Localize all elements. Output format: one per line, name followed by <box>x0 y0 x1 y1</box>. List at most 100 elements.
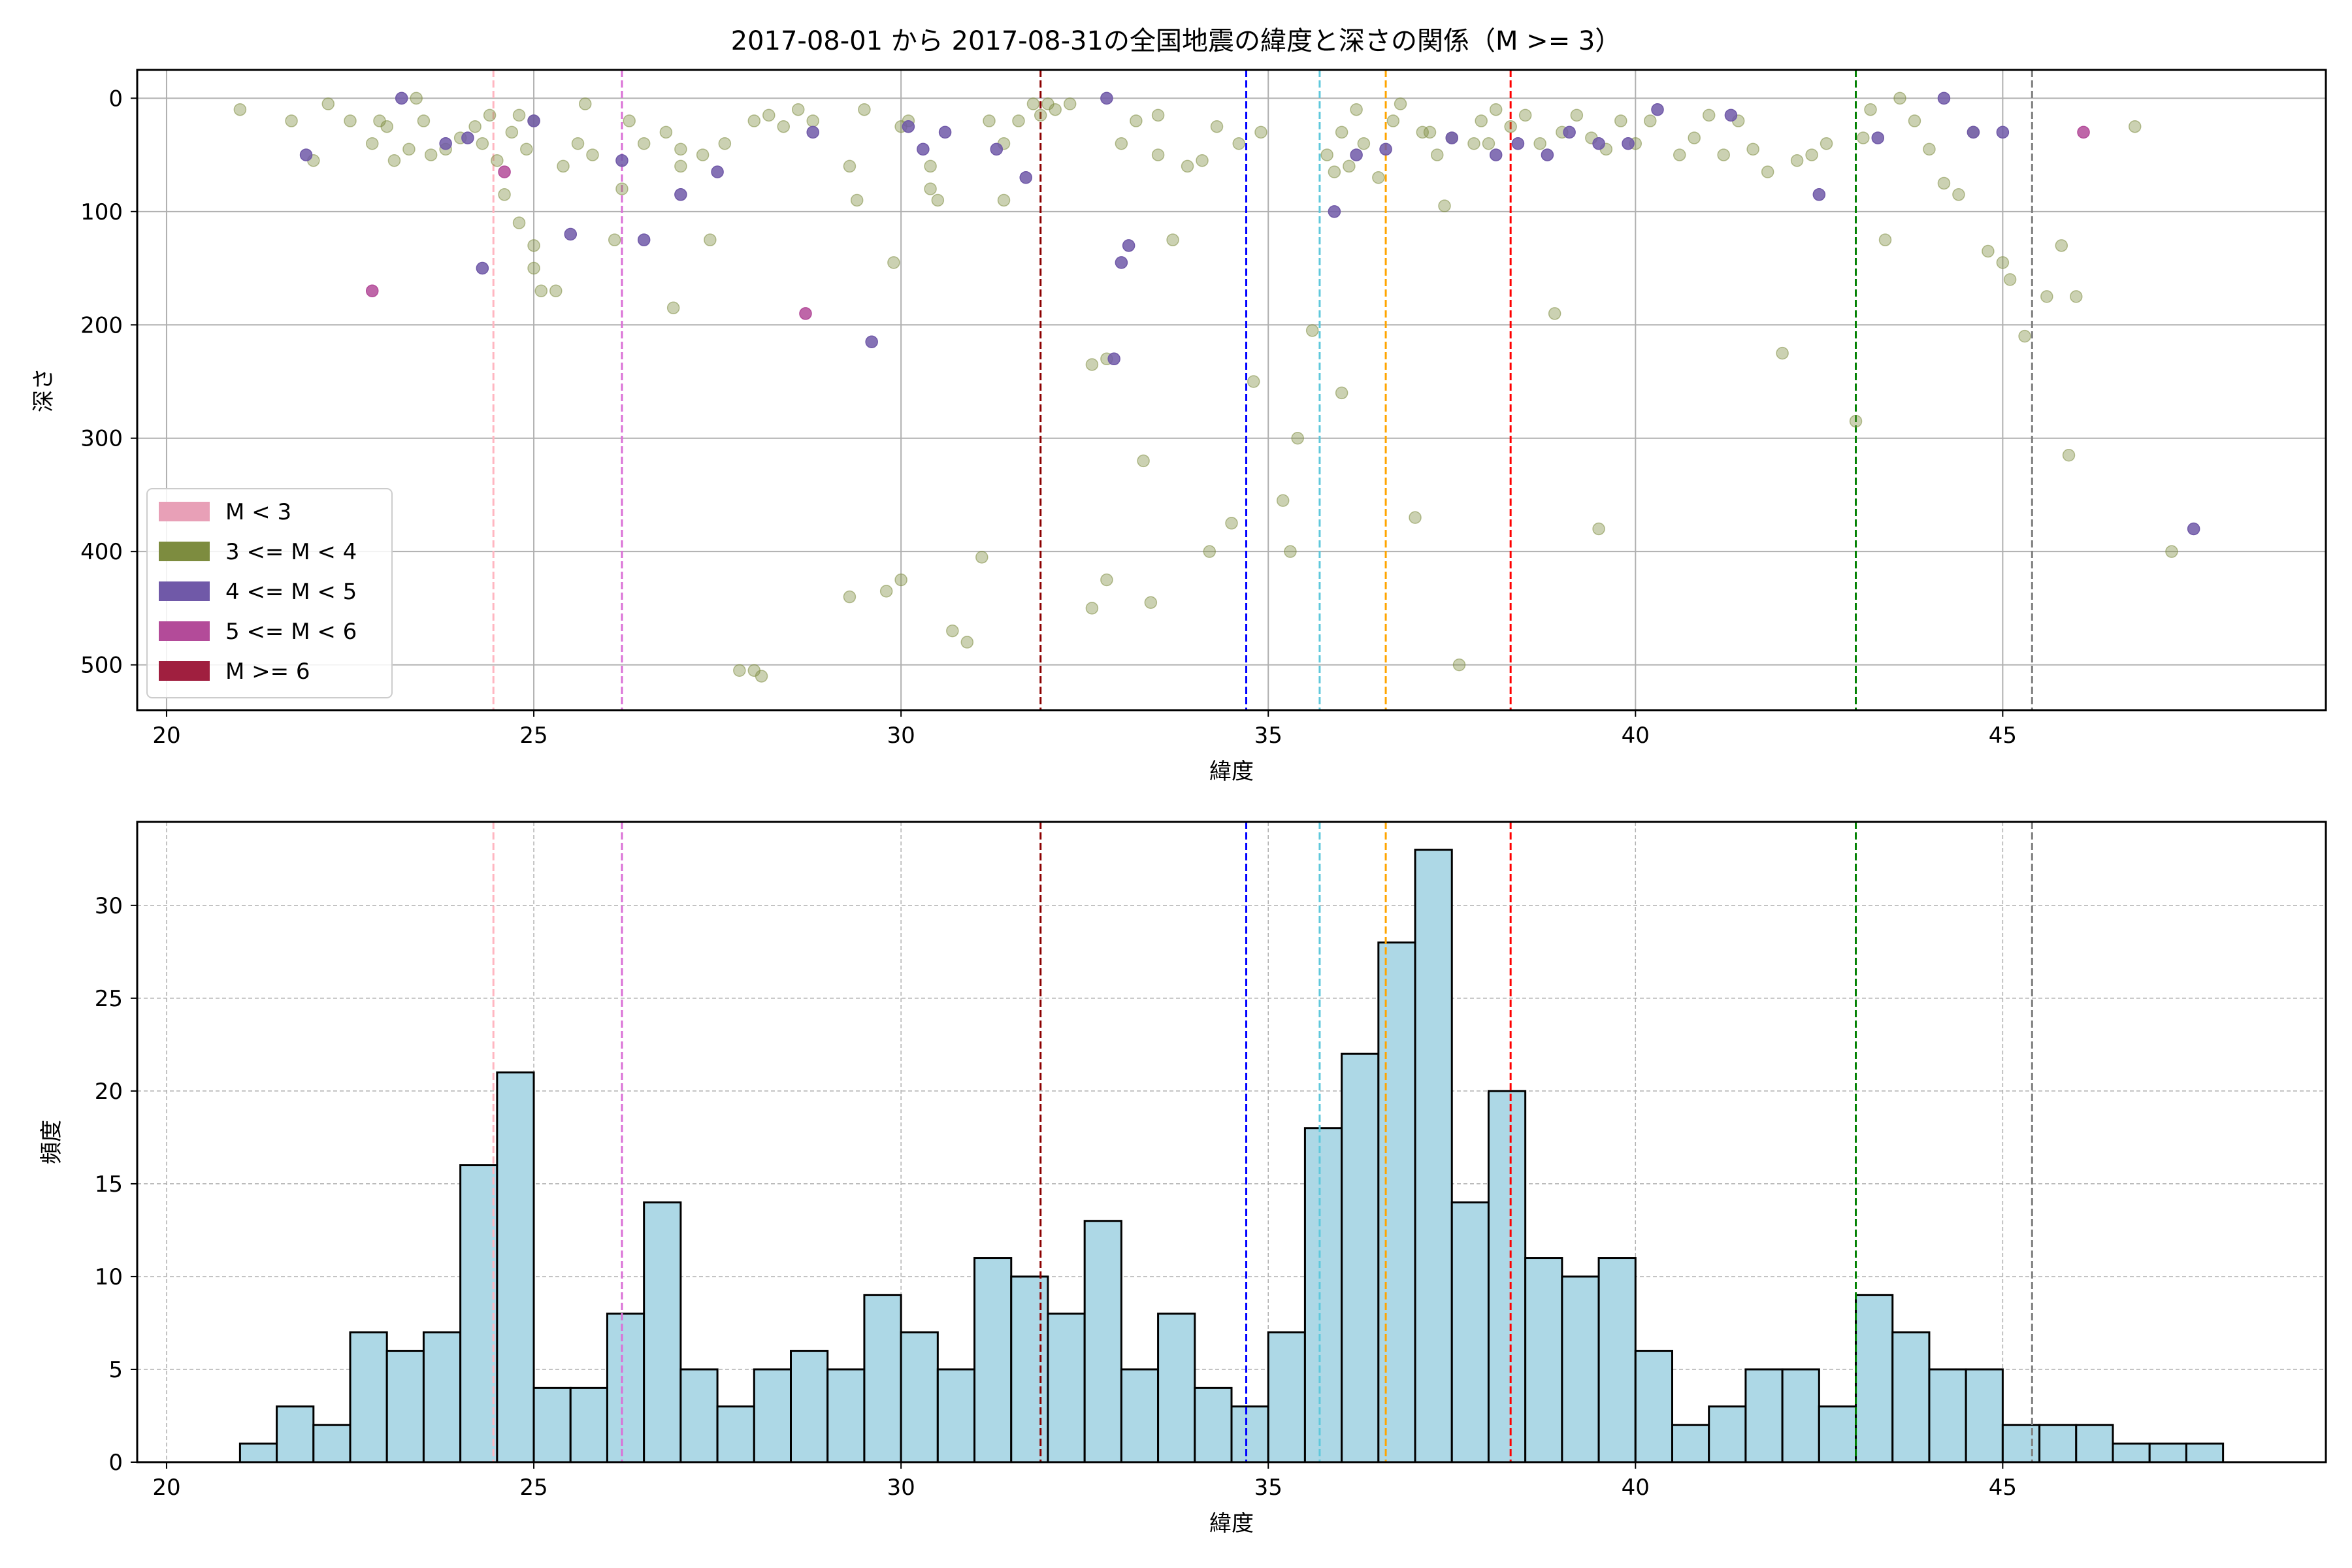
scatter-point <box>2018 329 2031 343</box>
histogram-bar <box>936 1368 976 1463</box>
scatter-point <box>365 137 379 150</box>
scatter-point <box>1107 352 1120 366</box>
scatter-point <box>1328 205 1341 218</box>
legend-label: M < 3 <box>225 499 291 525</box>
scatter-point <box>321 97 335 110</box>
histogram-bar <box>863 1294 902 1463</box>
scatter-point <box>2128 120 2142 133</box>
scatter-point <box>578 97 592 110</box>
scatter-point <box>1982 244 1995 258</box>
histogram-bar <box>1965 1368 2004 1463</box>
scatter-point <box>894 573 907 587</box>
histogram-bar <box>2148 1443 2187 1463</box>
scatter-point <box>2187 522 2200 536</box>
scatter-point <box>1276 494 1290 507</box>
scatter-point <box>755 670 768 683</box>
scatter-point <box>1878 233 1892 246</box>
histogram-bar <box>1634 1350 1673 1463</box>
scatter-point <box>1445 131 1458 144</box>
scatter-y-ticks: 0 100 200 300 400 500 <box>80 86 137 679</box>
scatter-point <box>402 142 416 156</box>
histogram-bar <box>753 1368 792 1463</box>
histogram-y-tick-label: 0 <box>108 1450 123 1476</box>
scatter-point <box>512 108 526 122</box>
scatter-point <box>512 216 526 229</box>
scatter-point <box>990 142 1004 156</box>
scatter-point <box>865 335 878 349</box>
scatter-point <box>1335 125 1348 139</box>
scatter-point <box>1100 573 1113 587</box>
scatter-legend: M < 3 3 <= M < 4 4 <= M < 5 5 <= M < 6 M >= … <box>146 488 393 698</box>
scatter-point <box>2055 239 2068 252</box>
scatter-point <box>1100 91 1113 105</box>
scatter-point <box>718 137 732 150</box>
histogram-bar <box>349 1331 388 1463</box>
scatter-reference-lines <box>492 70 2033 710</box>
scatter-point <box>233 103 247 116</box>
scatter-point <box>520 142 533 156</box>
scatter-point <box>711 165 724 178</box>
scatter-point <box>1247 375 1260 388</box>
scatter-x-ticks: 20 25 30 35 40 45 <box>152 710 2017 749</box>
histogram-bar <box>1487 1090 1527 1463</box>
scatter-point <box>674 142 687 156</box>
histogram-bar <box>1524 1257 1563 1463</box>
scatter-point <box>791 103 805 116</box>
scatter-point <box>1908 114 1921 127</box>
scatter-point <box>285 114 298 127</box>
histogram-bar <box>1047 1313 1086 1463</box>
scatter-point <box>1166 233 1179 246</box>
scatter-point <box>1923 142 1936 156</box>
scatter-point <box>1291 431 1304 445</box>
scatter-point <box>1085 358 1099 371</box>
scatter-point <box>380 120 393 133</box>
scatter-point <box>1644 114 1657 127</box>
scatter-x-tick-label: 35 <box>1254 723 1282 749</box>
legend-label: 4 <= M < 5 <box>225 579 357 605</box>
scatter-point <box>1724 108 1738 122</box>
scatter-point <box>1864 103 1877 116</box>
scatter-point <box>666 301 680 314</box>
histogram-bar <box>238 1443 278 1463</box>
histogram-bar <box>1744 1368 1784 1463</box>
histogram-y-tick-label: 20 <box>95 1079 123 1105</box>
scatter-point <box>1489 148 1503 161</box>
scatter-point <box>1563 125 1576 139</box>
histogram-bar <box>1157 1313 1196 1463</box>
scatter-point <box>1702 108 1716 122</box>
histogram-bar <box>1414 849 1453 1463</box>
scatter-point <box>704 233 717 246</box>
scatter-y-tick-label: 300 <box>80 426 123 452</box>
scatter-point <box>777 120 791 133</box>
scatter-point <box>1019 171 1032 184</box>
scatter-point <box>1196 154 1209 167</box>
histogram-bar <box>1377 941 1416 1463</box>
histogram-bar <box>1120 1368 1160 1463</box>
legend-label: 3 <= M < 4 <box>225 539 357 565</box>
scatter-point <box>696 148 710 161</box>
legend-label: M >= 6 <box>225 659 310 685</box>
scatter-point <box>491 154 504 167</box>
histogram-bar <box>1230 1405 1269 1463</box>
scatter-point <box>586 148 599 161</box>
scatter-point <box>1820 137 1833 150</box>
histogram-bar <box>1341 1053 1380 1463</box>
histogram-panel: 20 25 30 35 40 45 0 5 10 15 20 25 30 緯度 頻度 <box>39 821 2327 1537</box>
scatter-point <box>1386 114 1400 127</box>
scatter-point <box>1482 137 1495 150</box>
scatter-point <box>902 120 915 133</box>
histogram-bar <box>1818 1405 1857 1463</box>
scatter-point <box>1320 148 1333 161</box>
scatter-point <box>1130 114 1143 127</box>
scatter-point <box>623 114 636 127</box>
scatter-point <box>931 193 945 207</box>
scatter-point <box>527 239 540 252</box>
scatter-point <box>1996 256 2010 269</box>
scatter-point <box>2070 290 2083 303</box>
scatter-point <box>387 154 401 167</box>
histogram-bar <box>532 1386 572 1463</box>
histogram-x-tick-label: 25 <box>519 1475 547 1501</box>
histogram-bar <box>1928 1368 1967 1463</box>
scatter-point <box>1893 91 1906 105</box>
histogram-bar <box>716 1405 755 1463</box>
